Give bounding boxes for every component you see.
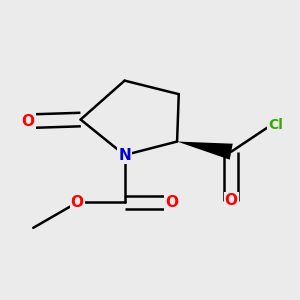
Text: O: O xyxy=(166,195,178,210)
Text: O: O xyxy=(71,195,84,210)
Text: O: O xyxy=(225,193,238,208)
Polygon shape xyxy=(177,142,233,160)
Text: N: N xyxy=(118,148,131,163)
Text: O: O xyxy=(22,114,35,129)
Text: Cl: Cl xyxy=(268,118,283,132)
